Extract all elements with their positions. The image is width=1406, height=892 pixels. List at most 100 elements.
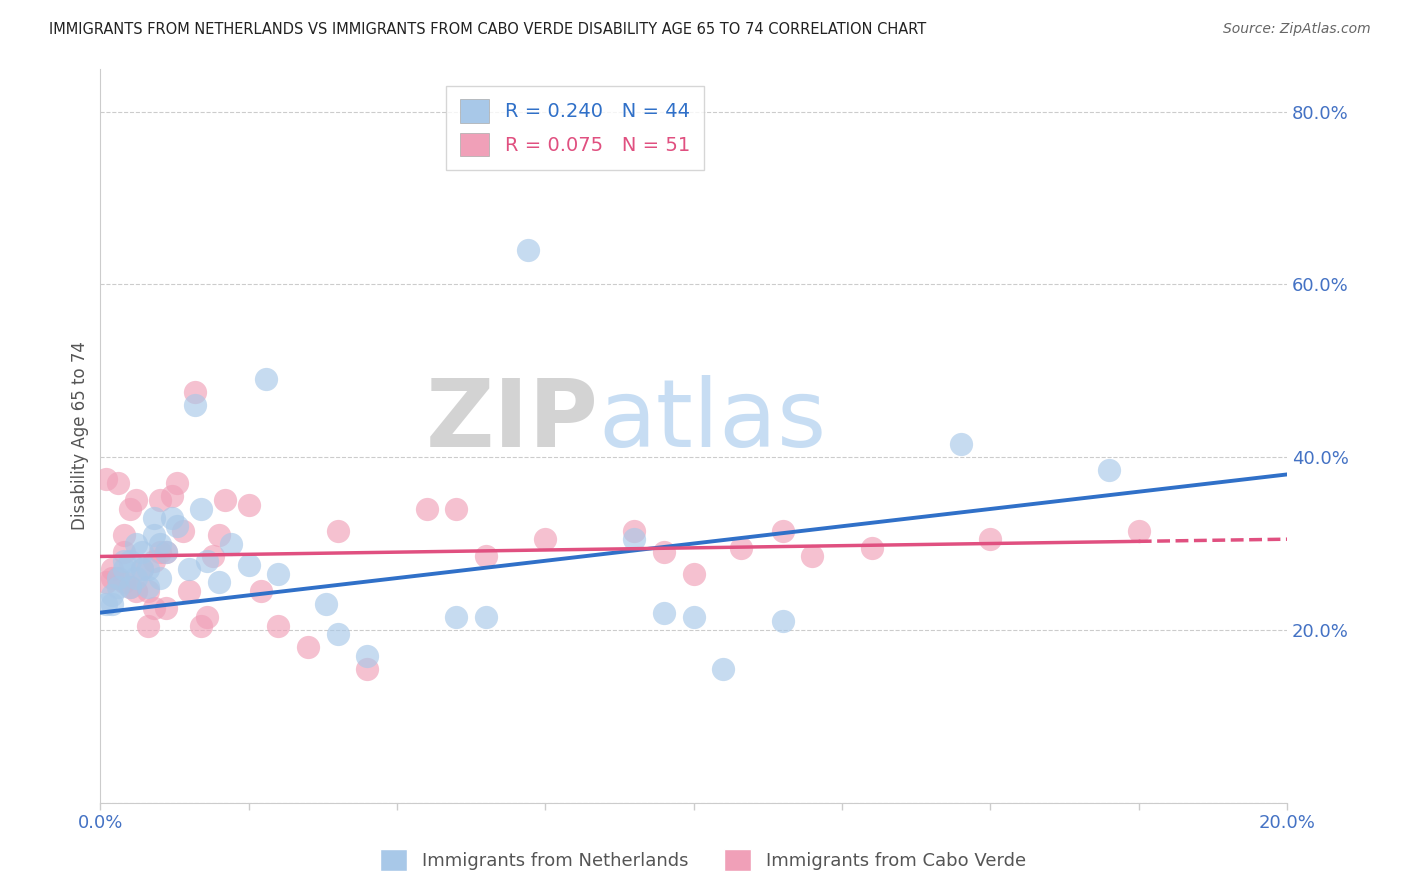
Point bbox=[118, 554, 141, 568]
Point bbox=[190, 502, 212, 516]
Point bbox=[297, 640, 319, 654]
Point bbox=[267, 566, 290, 581]
Point bbox=[219, 536, 242, 550]
Point bbox=[208, 575, 231, 590]
Point bbox=[155, 545, 177, 559]
Point bbox=[118, 580, 141, 594]
Point bbox=[475, 610, 498, 624]
Point bbox=[125, 493, 148, 508]
Point bbox=[356, 662, 378, 676]
Text: atlas: atlas bbox=[599, 375, 827, 467]
Point bbox=[356, 648, 378, 663]
Point bbox=[652, 606, 675, 620]
Point bbox=[682, 610, 704, 624]
Point bbox=[112, 545, 135, 559]
Point bbox=[136, 580, 159, 594]
Point bbox=[149, 545, 172, 559]
Point bbox=[112, 575, 135, 590]
Point bbox=[446, 502, 468, 516]
Point bbox=[166, 476, 188, 491]
Point bbox=[179, 562, 201, 576]
Point bbox=[149, 493, 172, 508]
Point bbox=[101, 588, 124, 602]
Point bbox=[112, 528, 135, 542]
Point bbox=[772, 614, 794, 628]
Point bbox=[682, 566, 704, 581]
Point bbox=[101, 571, 124, 585]
Point bbox=[415, 502, 437, 516]
Point bbox=[131, 562, 153, 576]
Point bbox=[142, 510, 165, 524]
Point bbox=[155, 545, 177, 559]
Point bbox=[801, 549, 824, 564]
Point bbox=[131, 545, 153, 559]
Y-axis label: Disability Age 65 to 74: Disability Age 65 to 74 bbox=[72, 341, 89, 530]
Text: IMMIGRANTS FROM NETHERLANDS VS IMMIGRANTS FROM CABO VERDE DISABILITY AGE 65 TO 7: IMMIGRANTS FROM NETHERLANDS VS IMMIGRANT… bbox=[49, 22, 927, 37]
Point bbox=[107, 476, 129, 491]
Point bbox=[142, 601, 165, 615]
Point bbox=[238, 558, 260, 573]
Legend: Immigrants from Netherlands, Immigrants from Cabo Verde: Immigrants from Netherlands, Immigrants … bbox=[373, 842, 1033, 879]
Point bbox=[166, 519, 188, 533]
Point bbox=[179, 584, 201, 599]
Legend: R = 0.240   N = 44, R = 0.075   N = 51: R = 0.240 N = 44, R = 0.075 N = 51 bbox=[447, 86, 703, 170]
Point bbox=[214, 493, 236, 508]
Point bbox=[195, 554, 218, 568]
Point bbox=[623, 524, 645, 538]
Point bbox=[125, 536, 148, 550]
Point bbox=[96, 472, 118, 486]
Point bbox=[184, 398, 207, 412]
Point bbox=[190, 618, 212, 632]
Point bbox=[256, 372, 278, 386]
Point bbox=[101, 597, 124, 611]
Point bbox=[534, 532, 557, 546]
Point bbox=[96, 597, 118, 611]
Point bbox=[730, 541, 752, 555]
Point bbox=[118, 502, 141, 516]
Point bbox=[118, 580, 141, 594]
Point bbox=[860, 541, 883, 555]
Point bbox=[160, 510, 183, 524]
Point bbox=[1098, 463, 1121, 477]
Point bbox=[125, 571, 148, 585]
Point bbox=[267, 618, 290, 632]
Point bbox=[136, 618, 159, 632]
Point bbox=[96, 575, 118, 590]
Point bbox=[142, 528, 165, 542]
Point bbox=[326, 627, 349, 641]
Point bbox=[249, 584, 271, 599]
Point bbox=[112, 554, 135, 568]
Point bbox=[195, 610, 218, 624]
Point bbox=[131, 562, 153, 576]
Point bbox=[652, 545, 675, 559]
Point bbox=[475, 549, 498, 564]
Point bbox=[149, 571, 172, 585]
Point bbox=[326, 524, 349, 538]
Point bbox=[446, 610, 468, 624]
Point bbox=[160, 489, 183, 503]
Point bbox=[101, 562, 124, 576]
Point bbox=[136, 562, 159, 576]
Point bbox=[136, 584, 159, 599]
Point bbox=[1128, 524, 1150, 538]
Point bbox=[155, 601, 177, 615]
Point bbox=[949, 437, 972, 451]
Point bbox=[125, 584, 148, 599]
Point bbox=[149, 536, 172, 550]
Text: ZIP: ZIP bbox=[426, 375, 599, 467]
Point bbox=[107, 571, 129, 585]
Point bbox=[238, 498, 260, 512]
Point bbox=[711, 662, 734, 676]
Point bbox=[107, 571, 129, 585]
Point bbox=[112, 562, 135, 576]
Point bbox=[202, 549, 225, 564]
Point bbox=[142, 554, 165, 568]
Point bbox=[315, 597, 337, 611]
Text: Source: ZipAtlas.com: Source: ZipAtlas.com bbox=[1223, 22, 1371, 37]
Point bbox=[772, 524, 794, 538]
Point bbox=[107, 580, 129, 594]
Point bbox=[979, 532, 1001, 546]
Point bbox=[516, 243, 538, 257]
Point bbox=[623, 532, 645, 546]
Point bbox=[208, 528, 231, 542]
